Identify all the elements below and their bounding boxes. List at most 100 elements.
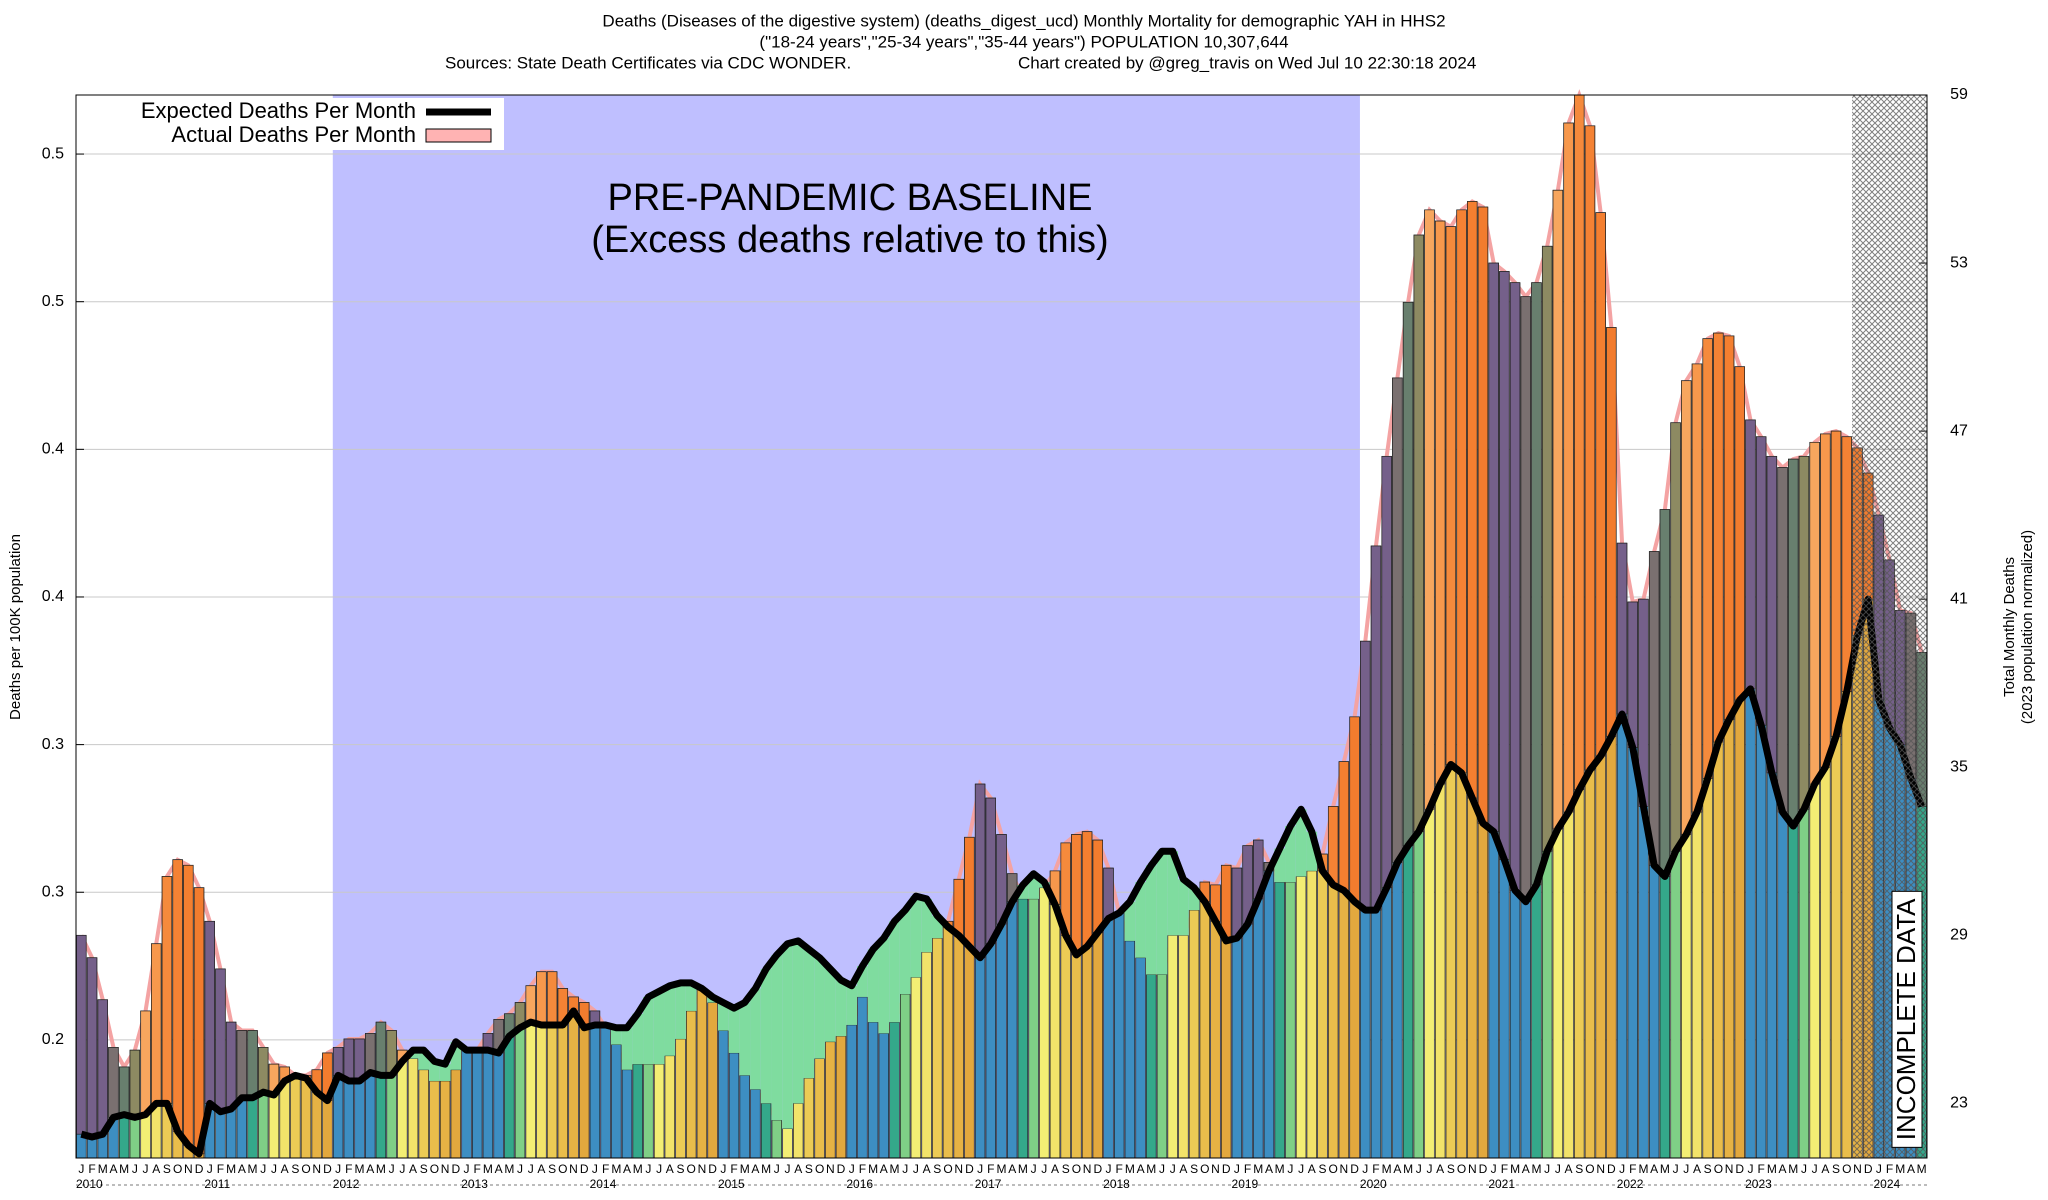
x-tick-label: J [464, 1162, 470, 1176]
x-tick-label: M [355, 1162, 365, 1176]
shortfall [899, 910, 911, 995]
bar [739, 1075, 750, 1159]
baseline-label: (Excess deaths relative to this) [591, 219, 1108, 261]
y2-tick-label: 59 [1950, 86, 1968, 103]
bar-excess [1392, 377, 1403, 863]
x-tick-label: A [1179, 1162, 1187, 1176]
x-tick-label: A [1565, 1162, 1573, 1176]
x-tick-label: O [1200, 1162, 1209, 1176]
bar-excess [172, 859, 183, 1132]
shortfall [835, 980, 847, 1037]
x-tick-label: D [1350, 1162, 1359, 1176]
x-tick-label: N [1596, 1162, 1605, 1176]
x-tick-label: J [1555, 1162, 1561, 1176]
bar-excess [193, 887, 205, 1155]
y2-tick-label: 41 [1950, 590, 1968, 607]
x-tick-label: O [1457, 1162, 1466, 1176]
y2-tick-label: 23 [1950, 1095, 1968, 1112]
year-label: 2016 [846, 1177, 873, 1191]
x-tick-label: A [281, 1162, 289, 1176]
incomplete-bg [1891, 890, 1923, 1148]
x-tick-label: A [1051, 1162, 1059, 1176]
x-tick-label: J [143, 1162, 149, 1176]
bar-excess [236, 1030, 248, 1099]
x-tick-label: A [794, 1162, 802, 1176]
shortfall [1285, 826, 1296, 883]
bar-excess [161, 876, 173, 1104]
x-tick-label: A [409, 1162, 417, 1176]
x-tick-label: O [687, 1162, 696, 1176]
bar-excess [1830, 430, 1842, 737]
x-tick-label: N [441, 1162, 450, 1176]
x-tick-label: O [943, 1162, 952, 1176]
bar-excess [1456, 209, 1467, 774]
bar [1146, 974, 1157, 1159]
x-tick-label: O [173, 1162, 182, 1176]
bar [1199, 881, 1210, 1159]
shortfall [846, 985, 858, 1025]
bar-excess [332, 1047, 344, 1076]
bar-excess [1723, 335, 1735, 720]
bar-excess [1841, 436, 1852, 692]
x-tick-label: M [890, 1162, 900, 1176]
x-tick-label: M [483, 1162, 493, 1176]
shortfall [867, 949, 879, 1023]
bar [1039, 887, 1050, 1159]
shortfall [717, 1002, 729, 1031]
bar-excess [151, 943, 162, 1104]
x-tick-label: F [217, 1162, 224, 1176]
bar-excess [1734, 366, 1745, 701]
year-label: 2021 [1488, 1177, 1515, 1191]
x-tick-label: D [708, 1162, 717, 1176]
x-tick-label: J [1801, 1162, 1807, 1176]
shortfall [1167, 851, 1179, 936]
bar-excess [1445, 226, 1457, 765]
x-tick-label: J [1416, 1162, 1422, 1176]
bar-excess [1820, 433, 1831, 768]
x-tick-label: A [238, 1162, 246, 1176]
bar-excess [1798, 455, 1810, 810]
bar [910, 976, 922, 1159]
year-label: 2017 [975, 1177, 1002, 1191]
x-tick-label: J [645, 1162, 651, 1176]
x-tick-label: F [1757, 1162, 1764, 1176]
shortfall [1274, 848, 1286, 883]
x-tick-label: M [504, 1162, 514, 1176]
year-label: 2014 [590, 1177, 617, 1191]
bar [771, 1119, 783, 1159]
bar [450, 1069, 462, 1159]
shortfall [685, 982, 697, 1011]
x-tick-label: O [558, 1162, 567, 1176]
x-tick-label: N [312, 1162, 321, 1176]
bar-excess [1584, 125, 1596, 771]
bar-excess [204, 920, 215, 1104]
x-tick-label: S [548, 1162, 556, 1176]
x-tick-label: A [1393, 1162, 1401, 1176]
x-tick-label: J [656, 1162, 662, 1176]
chart-subtitle: ("18-24 years","25-34 years","35-44 year… [759, 32, 1288, 51]
x-tick-label: M [1146, 1162, 1156, 1176]
x-tick-label: F [88, 1162, 95, 1176]
bar [1167, 934, 1178, 1159]
bar-excess [1509, 282, 1521, 891]
x-tick-label: N [1468, 1162, 1477, 1176]
shortfall [814, 957, 825, 1059]
bar-excess [1616, 542, 1628, 715]
shortfall [450, 1041, 462, 1070]
x-tick-label: J [1683, 1162, 1689, 1176]
bar [793, 1103, 804, 1159]
bar-excess [1541, 245, 1553, 852]
x-tick-label: M [1660, 1162, 1670, 1176]
bar-excess [1103, 867, 1114, 919]
bar-excess [183, 864, 194, 1146]
x-tick-label: D [1093, 1162, 1102, 1176]
x-tick-label: M [1382, 1162, 1392, 1176]
y-tick-label: 0.4 [42, 588, 64, 605]
x-tick-label: S [1447, 1162, 1455, 1176]
x-tick-label: M [1917, 1162, 1927, 1176]
x-tick-label: J [913, 1162, 919, 1176]
x-tick-label: N [1211, 1162, 1220, 1176]
x-tick-label: F [602, 1162, 609, 1176]
expected-line [80, 595, 1925, 1158]
